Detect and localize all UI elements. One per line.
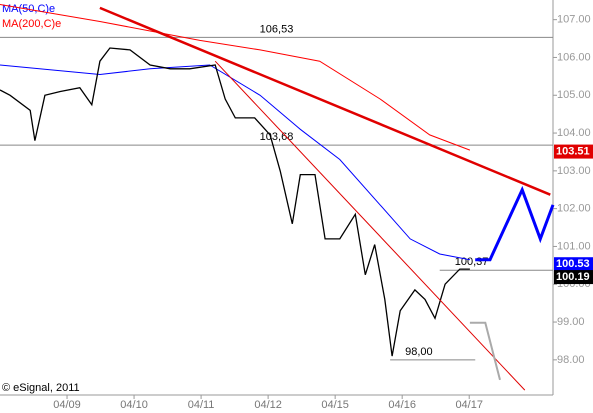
- price-tag-label: 103.51: [556, 145, 590, 157]
- x-tick-label: 04/16: [388, 399, 416, 411]
- y-tick-label: 99.00: [557, 316, 585, 328]
- trend-line: [469, 321, 501, 381]
- y-tick-label: 105.00: [557, 89, 591, 101]
- y-tick-label: 106.00: [557, 51, 591, 63]
- level-label: 106,53: [260, 23, 294, 35]
- price-tag: [554, 270, 593, 285]
- x-tick-label: 04/09: [53, 399, 81, 411]
- moving-average-line: [0, 64, 470, 261]
- y-tick-label: 98.00: [557, 354, 585, 366]
- level-label: 98,00: [405, 346, 433, 358]
- watermark: © eSignal, 2011: [2, 382, 80, 394]
- y-tick-label: 102.00: [557, 203, 591, 215]
- y-tick-label: 101.00: [557, 240, 591, 252]
- moving-average-line: [0, 4, 471, 151]
- trend-line: [475, 185, 555, 262]
- x-tick-label: 04/15: [321, 399, 349, 411]
- x-tick-label: 04/10: [120, 399, 148, 411]
- price-tag-label: 100.53: [556, 258, 590, 270]
- price-tag-label: 100.19: [556, 271, 590, 283]
- trend-line: [214, 60, 526, 391]
- price-tag: [554, 144, 593, 159]
- price-line: [0, 47, 470, 357]
- x-tick-label: 04/17: [455, 399, 483, 411]
- y-tick-label: 104.00: [557, 127, 591, 139]
- y-tick-label: 107.00: [557, 14, 591, 26]
- x-tick-label: 04/11: [188, 399, 215, 411]
- price-tag: [554, 257, 593, 272]
- y-tick-label: 103.00: [557, 165, 591, 177]
- x-tick-label: 04/12: [254, 399, 282, 411]
- level-label: 103,68: [260, 131, 294, 143]
- trend-line: [99, 6, 551, 196]
- legend-entry: MA(200,C)e: [2, 18, 61, 30]
